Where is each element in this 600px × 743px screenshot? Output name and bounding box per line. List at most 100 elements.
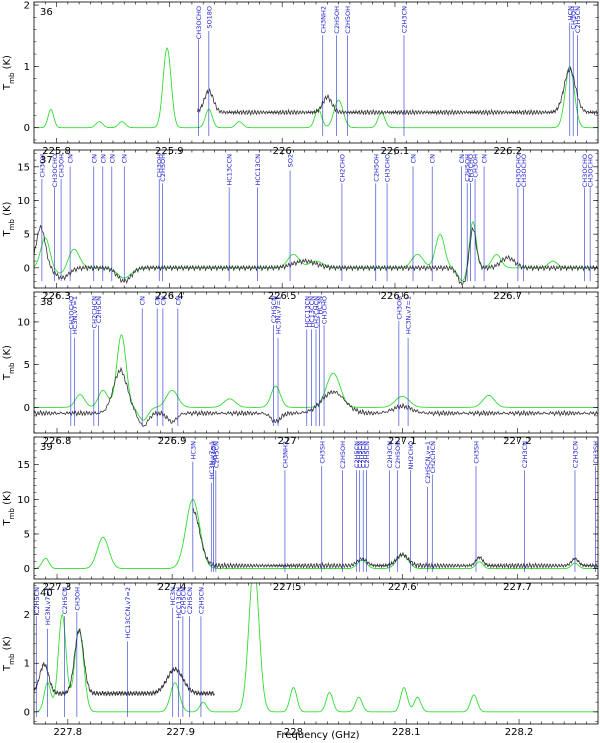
panel-frame xyxy=(33,582,599,725)
line-marker: HCC13CN xyxy=(175,587,183,717)
line-label: C2H5CN xyxy=(197,587,205,614)
line-marker: CH3OH xyxy=(472,154,480,282)
line-label: C2H5OH xyxy=(159,154,167,182)
line-label: C2H5OH xyxy=(333,6,341,34)
x-tick-label: 227.3 xyxy=(43,582,72,593)
line-marker: HC13CCN,v7=2 xyxy=(124,587,132,717)
y-tick-label: 5 xyxy=(24,360,30,371)
line-marker: HC3N,v7=1 xyxy=(405,296,413,426)
observed-spectrum xyxy=(192,508,598,570)
y-axis-label: Tmb (K) xyxy=(2,201,16,237)
line-label: CN xyxy=(90,154,98,164)
panel-frame xyxy=(33,149,599,289)
line-marker: HC3N,v7=1 xyxy=(275,296,283,426)
line-label: CH3OH xyxy=(472,154,480,178)
x-tick-label: 226.6 xyxy=(381,291,410,302)
line-label: HCN xyxy=(566,6,574,20)
line-marker: C2H5CN xyxy=(33,587,41,717)
line-marker: CN xyxy=(108,154,116,282)
line-marker: CH2CHO xyxy=(338,154,346,282)
line-marker: C2H5CN xyxy=(353,441,361,572)
line-label: CH3NH2 xyxy=(281,441,289,468)
line-marker: CH3SH xyxy=(318,441,326,572)
y-tick-label: 0 xyxy=(24,263,30,274)
line-marker: HC13CCN xyxy=(226,154,234,282)
line-label: CN xyxy=(99,154,107,164)
line-label: CH3SH xyxy=(318,441,326,464)
line-label: CH2CHCN xyxy=(429,441,437,474)
panel-number: 37 xyxy=(40,155,53,166)
line-marker: C2H3CN xyxy=(386,441,394,572)
line-marker: CH3OH xyxy=(570,6,578,136)
line-label: HC13CCN xyxy=(226,154,234,186)
line-label: C2H5CN xyxy=(270,296,278,323)
line-marker: HC13CCN xyxy=(308,296,316,426)
observed-spectrum xyxy=(34,224,598,286)
line-marker: C2H5OH xyxy=(372,154,380,282)
line-label: C2H5CN xyxy=(353,441,361,468)
line-label: HC13CCN,v7=2 xyxy=(124,587,132,638)
line-label: CH3OH xyxy=(156,154,164,178)
line-label: CH3OCHO xyxy=(587,154,595,187)
line-marker: CH3OCHO xyxy=(51,154,59,282)
line-label: CN xyxy=(121,154,129,164)
line-label: CH3CHO xyxy=(384,154,392,182)
line-label: CH3NH2 xyxy=(319,6,327,33)
line-label: HC3N,v7=1 xyxy=(405,296,413,334)
line-marker: C2H5CN xyxy=(212,441,220,572)
line-label: C2H5OH xyxy=(344,6,352,34)
line-marker: CH3OCHO xyxy=(67,296,75,426)
line-label: HCC13CN xyxy=(175,587,183,619)
x-tick-label: 227.5 xyxy=(273,582,302,593)
line-label: HCC13CN xyxy=(303,296,311,328)
line-label: HC3N,v7=1 xyxy=(275,296,283,334)
line-label: CN xyxy=(139,296,147,306)
panel-frame xyxy=(33,436,599,580)
line-label: CH3OH xyxy=(58,154,66,178)
line-marker: CH3OH xyxy=(73,587,81,717)
line-marker: CN xyxy=(90,154,98,282)
line-marker: CH3OH xyxy=(38,154,46,282)
line-label: C2H5OH xyxy=(372,154,380,182)
y-axis-label: Tmb (K) xyxy=(2,345,16,381)
line-marker: CH3NH2 xyxy=(281,441,289,572)
line-marker: CH3OCHO xyxy=(581,154,589,282)
line-marker: C2H5OH xyxy=(159,154,167,282)
line-label: C2H5CN xyxy=(33,587,41,614)
line-label: HC3N xyxy=(169,587,177,606)
line-marker: C2H5CN xyxy=(186,587,194,717)
line-label: C2H3CN xyxy=(571,441,579,468)
y-tick-label: 1 xyxy=(24,62,30,73)
line-label: C2H5OH xyxy=(394,441,402,469)
line-marker: C2H5CN xyxy=(360,441,368,572)
line-label: CN xyxy=(154,296,162,306)
line-label: C2H5CN xyxy=(212,441,220,468)
line-marker: CH3OH xyxy=(58,154,66,282)
x-tick-label: 226.4 xyxy=(155,291,184,302)
line-marker: CH3SH xyxy=(592,441,598,572)
panel-number: 40 xyxy=(40,588,53,599)
line-marker: CN xyxy=(159,296,167,426)
model-spectrum xyxy=(34,221,598,282)
line-label: CN xyxy=(174,296,182,306)
panel-frame xyxy=(33,1,599,144)
line-marker: C2H3CN xyxy=(400,6,408,136)
line-marker: C2H3CN xyxy=(571,441,579,572)
y-tick-label: 10 xyxy=(17,495,30,506)
line-label: CH3CHO xyxy=(321,296,329,324)
panel-number: 39 xyxy=(40,442,53,453)
y-axis-label: Tmb (K) xyxy=(2,636,16,672)
line-label: CN xyxy=(159,296,167,306)
y-tick-label: 10 xyxy=(17,196,30,207)
line-label: C2H5CN,v=1 xyxy=(424,441,432,484)
line-label: C2H5CN xyxy=(363,441,371,468)
line-label: NH2CHO xyxy=(407,441,415,469)
y-axis-label: Tmb (K) xyxy=(2,490,16,526)
line-label: C2H5CN xyxy=(186,587,194,614)
line-label: CN xyxy=(67,154,75,164)
line-label: CH3OCHO xyxy=(514,154,522,187)
line-marker: C2H5OH xyxy=(333,6,341,136)
y-tick-label: 0 xyxy=(24,403,30,414)
